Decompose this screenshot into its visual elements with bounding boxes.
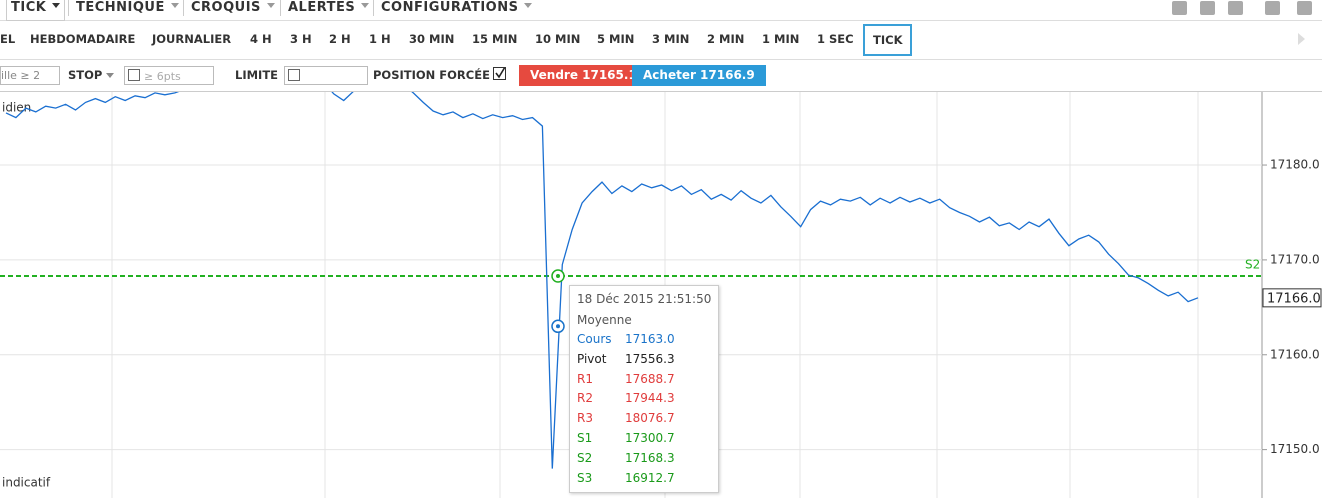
- tooltip-row-value: 17163.0: [625, 332, 675, 346]
- menu-bar: TICK TECHNIQUE CROQUIS ALERTES CONFIGURATION…: [0, 0, 1322, 21]
- chart-label-bottom: indicatif: [2, 476, 51, 490]
- chart-label-top: idien: [2, 101, 31, 115]
- sell-button[interactable]: Vendre 17165.1: [519, 65, 648, 86]
- tooltip-row-name: Cours: [577, 332, 612, 346]
- tooltip-row-value: 17556.3: [625, 351, 675, 366]
- toolbar-icon[interactable]: [1228, 1, 1243, 15]
- tooltip-row-value: 17688.7: [625, 371, 675, 386]
- tooltip-row-name: R1: [577, 371, 593, 386]
- stop-placeholder: ≥ 6pts: [144, 70, 181, 83]
- y-tick-label: 17160.0: [1270, 347, 1320, 361]
- tooltip-row-value: 16912.7: [625, 470, 675, 485]
- timeframe-button[interactable]: 5 MIN: [597, 32, 635, 46]
- order-bar: ille ≥ 2 STOP ≥ 6pts LIMITE POSITION FOR…: [0, 60, 1322, 92]
- timeframe-button[interactable]: 4 H: [250, 32, 272, 46]
- tooltip-row-name: R2: [577, 391, 593, 406]
- stop-input[interactable]: ≥ 6pts: [124, 66, 214, 85]
- size-placeholder: ille ≥ 2: [1, 69, 41, 82]
- timeframe-button[interactable]: 1 MIN: [762, 32, 800, 46]
- menu-separator: [373, 0, 374, 16]
- plot: [5, 92, 1199, 469]
- menu-item[interactable]: TICK: [6, 0, 66, 21]
- timeframe-button[interactable]: HEBDOMADAIRE: [30, 32, 136, 46]
- buy-button[interactable]: Acheter 17166.9: [632, 65, 766, 86]
- stop-label[interactable]: STOP: [68, 68, 103, 82]
- timeframe-button[interactable]: 3 MIN: [652, 32, 690, 46]
- last-price-label: 17166.0: [1267, 291, 1321, 306]
- time-grid: [111, 92, 1199, 498]
- tooltip-row-name: S3: [577, 470, 593, 485]
- tooltip: 18 Déc 2015 21:51:50 Moyenne Cours 17163.…: [569, 285, 719, 493]
- price-line: [5, 92, 1199, 469]
- y-tick-label: 17150.0: [1270, 442, 1320, 456]
- limit-label: LIMITE: [235, 68, 279, 82]
- menu-item[interactable]: CROQUIS: [191, 0, 275, 20]
- scroll-arrow[interactable]: [1298, 33, 1305, 45]
- timeframe-button[interactable]: 2 MIN: [707, 32, 745, 46]
- toolbar-icon[interactable]: [1200, 1, 1215, 15]
- support-marker-dot: [556, 274, 560, 279]
- tooltip-row-value: 18076.7: [625, 411, 675, 426]
- timeframe-button[interactable]: EL: [0, 32, 16, 46]
- timeframe-button[interactable]: 1 SEC: [817, 32, 854, 46]
- size-input[interactable]: ille ≥ 2: [0, 66, 60, 85]
- y-tick-label: 17170.0: [1270, 252, 1320, 266]
- toolbar-icon[interactable]: [1172, 1, 1187, 15]
- cursor-marker-dot: [556, 324, 560, 329]
- timeframe-button[interactable]: TICK: [863, 24, 913, 56]
- timeframe-button[interactable]: JOURNALIER: [152, 32, 232, 46]
- tooltip-row-name: S1: [577, 431, 593, 445]
- tooltip-row-value: 17944.3: [625, 391, 675, 406]
- menu-separator: [280, 0, 281, 16]
- menu-item[interactable]: ALERTES: [288, 0, 369, 20]
- tooltip-row-name: R3: [577, 411, 593, 426]
- timeframe-button[interactable]: 2 H: [329, 32, 351, 46]
- forced-checkbox[interactable]: [493, 67, 506, 80]
- tooltip-subtitle: Moyenne: [577, 313, 632, 327]
- tooltip-row-name: Pivot: [577, 351, 607, 366]
- tooltip-row-value: 17168.3: [625, 450, 675, 465]
- y-tick-label: 17180.0: [1270, 158, 1320, 172]
- toolbar-icon[interactable]: [1265, 1, 1280, 15]
- menu-item[interactable]: CONFIGURATIONS: [381, 0, 532, 20]
- menu-separator: [183, 0, 184, 16]
- timeframe-bar: EL HEBDOMADAIRE JOURNALIER 4 H 3 H 2 H 1 H 30 M…: [0, 21, 1322, 60]
- menu-separator: [68, 0, 69, 16]
- tooltip-row-value: 17300.7: [625, 431, 675, 445]
- last-price-box: [1262, 288, 1322, 308]
- limit-input[interactable]: [284, 66, 368, 85]
- menu-item[interactable]: TECHNIQUE: [76, 0, 179, 20]
- timeframe-button[interactable]: 10 MIN: [535, 32, 581, 46]
- timeframe-button[interactable]: 30 MIN: [409, 32, 455, 46]
- stop-arrow[interactable]: [106, 73, 114, 78]
- toolbar-icon[interactable]: [1297, 1, 1312, 15]
- timeframe-button[interactable]: 1 H: [369, 32, 391, 46]
- tooltip-row-name: S2: [577, 450, 593, 465]
- tooltip-date: 18 Déc 2015 21:51:50: [577, 292, 712, 306]
- timeframe-button[interactable]: 3 H: [290, 32, 312, 46]
- forced-label: POSITION FORCÉE: [373, 68, 490, 82]
- timeframe-button[interactable]: 15 MIN: [472, 32, 518, 46]
- support-label: S2: [1245, 258, 1260, 272]
